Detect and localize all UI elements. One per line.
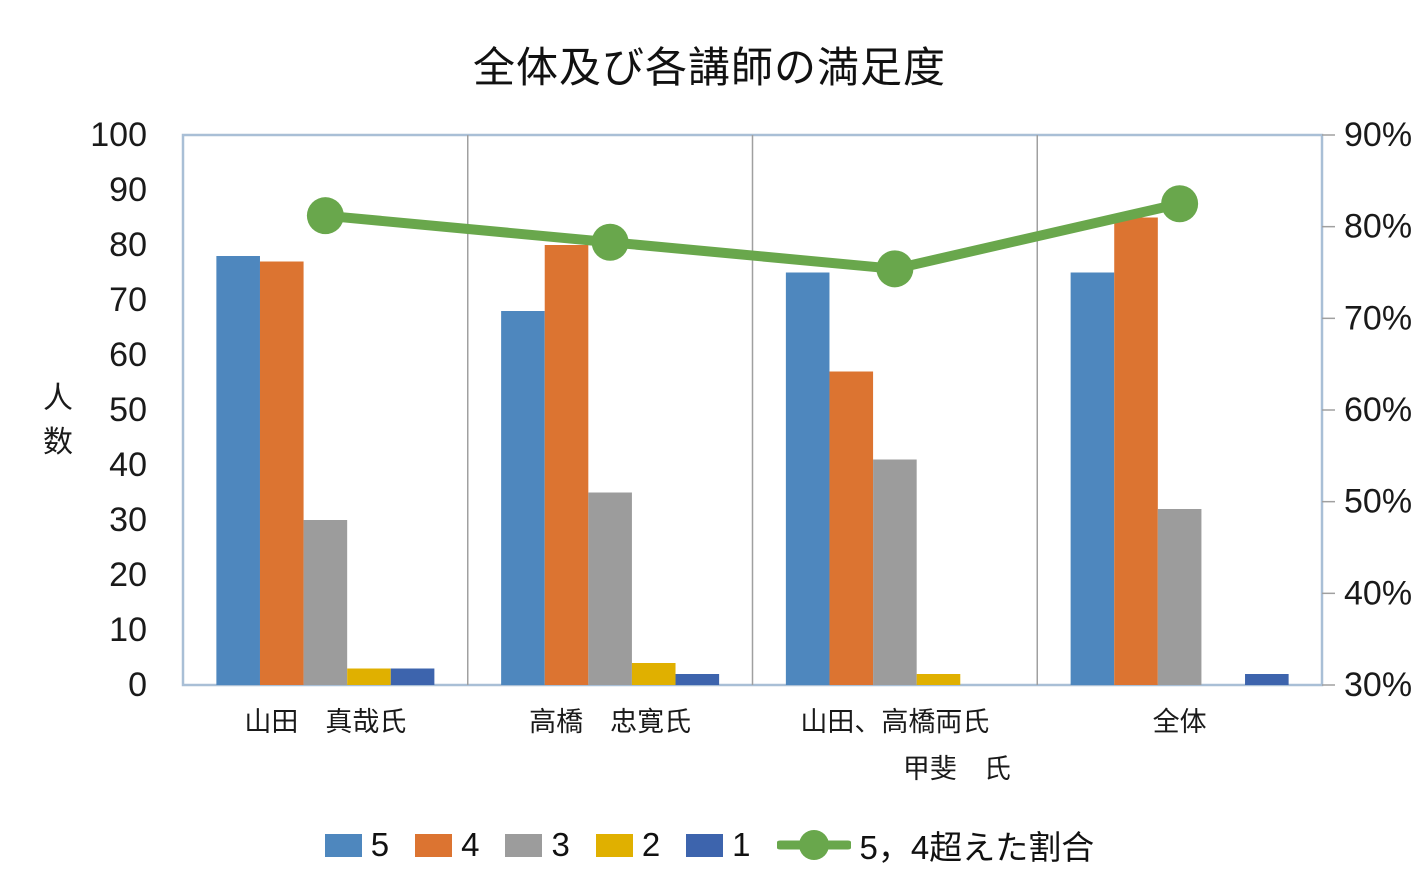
right-axis-tick-label: 90%	[1344, 116, 1412, 154]
line-marker-cat-3	[876, 250, 914, 288]
legend-label-line-series: 5，4超えた割合	[859, 829, 1095, 866]
bar-series-4-cat-1	[259, 261, 304, 685]
legend-label: 3	[551, 826, 570, 863]
legend-item-5: 5	[324, 826, 390, 864]
legend-label: 4	[461, 826, 480, 863]
left-axis-tick-label: 90	[109, 171, 147, 209]
line-marker-cat-2	[591, 223, 629, 261]
bar-series-1-cat-4	[1245, 674, 1289, 685]
left-axis-title: 人	[43, 382, 73, 415]
line-marker-cat-1	[306, 197, 344, 235]
bar-series-4-cat-3	[829, 371, 874, 685]
legend-swatch-icon	[505, 833, 543, 857]
line-series-path	[320, 198, 1185, 274]
legend-label: 1	[732, 826, 751, 863]
right-axis-tick-label: 60%	[1344, 391, 1412, 429]
bar-series-2-cat-1	[347, 668, 391, 685]
legend-item-4: 4	[415, 826, 479, 864]
bar-series-5-cat-1	[216, 256, 260, 685]
bar-series-4-cat-4	[1114, 217, 1158, 685]
right-axis-tick-label: 40%	[1344, 574, 1412, 612]
left-axis-tick-label: 100	[90, 116, 147, 154]
bar-series-2-cat-3	[916, 674, 961, 685]
right-axis-tick-label: 30%	[1344, 666, 1412, 704]
bar-series-3-cat-3	[873, 459, 917, 685]
left-axis-title: 数	[43, 426, 73, 459]
line-marker-cat-4	[1161, 185, 1199, 223]
bar-series-4-cat-2	[544, 245, 589, 685]
bar-series-5-cat-2	[501, 311, 545, 685]
bar-series-1-cat-2	[675, 674, 720, 685]
left-axis-tick-label: 70	[109, 281, 147, 319]
category-label-1: 山田 真哉氏	[244, 707, 406, 737]
legend: 5 4 3 2 1 5，4超えた割合	[0, 821, 1419, 869]
chart-title: 全体及び各講師の満足度	[472, 44, 946, 91]
category-label-3-line2: 甲斐 氏	[903, 754, 1011, 784]
bar-series-5-cat-4	[1070, 272, 1115, 685]
legend-swatch-icon	[324, 833, 362, 857]
legend-swatch-icon	[415, 833, 453, 857]
legend-item-1: 1	[686, 826, 751, 864]
bar-series-3-cat-1	[303, 520, 348, 685]
right-axis-tick-label: 50%	[1344, 483, 1412, 521]
left-axis-tick-label: 60	[109, 336, 147, 374]
category-label-2: 高橋 忠寛氏	[529, 707, 691, 737]
bar-series-3-cat-4	[1157, 509, 1202, 685]
bar-series-1-cat-1	[390, 668, 435, 685]
legend-item-3: 3	[505, 826, 570, 864]
legend-swatch-icon	[686, 833, 724, 857]
left-axis-tick-label: 20	[109, 556, 147, 594]
left-axis-tick-label: 50	[109, 391, 147, 429]
bar-series-2-cat-2	[631, 663, 676, 685]
left-axis-tick-label: 30	[109, 501, 147, 539]
left-axis-tick-label: 10	[109, 611, 147, 649]
right-axis-tick-label: 70%	[1344, 299, 1412, 337]
right-axis-tick-label: 80%	[1344, 208, 1412, 246]
legend-label: 2	[641, 826, 661, 863]
left-axis-tick-label: 0	[128, 666, 147, 704]
legend-item-2: 2	[595, 826, 661, 864]
category-label-3: 山田、高橋両氏	[800, 707, 989, 737]
category-label-4: 全体	[1153, 707, 1207, 737]
bar-series-3-cat-2	[588, 492, 632, 685]
bar-series-5-cat-3	[785, 272, 830, 685]
legend-label: 5	[370, 826, 390, 863]
legend-swatch-icon	[595, 833, 633, 857]
left-axis-tick-label: 40	[109, 446, 147, 484]
left-axis-tick-label: 80	[109, 226, 147, 264]
legend-line-marker-icon	[776, 830, 851, 860]
legend-item-line-series: 5，4超えた割合	[776, 821, 1095, 869]
